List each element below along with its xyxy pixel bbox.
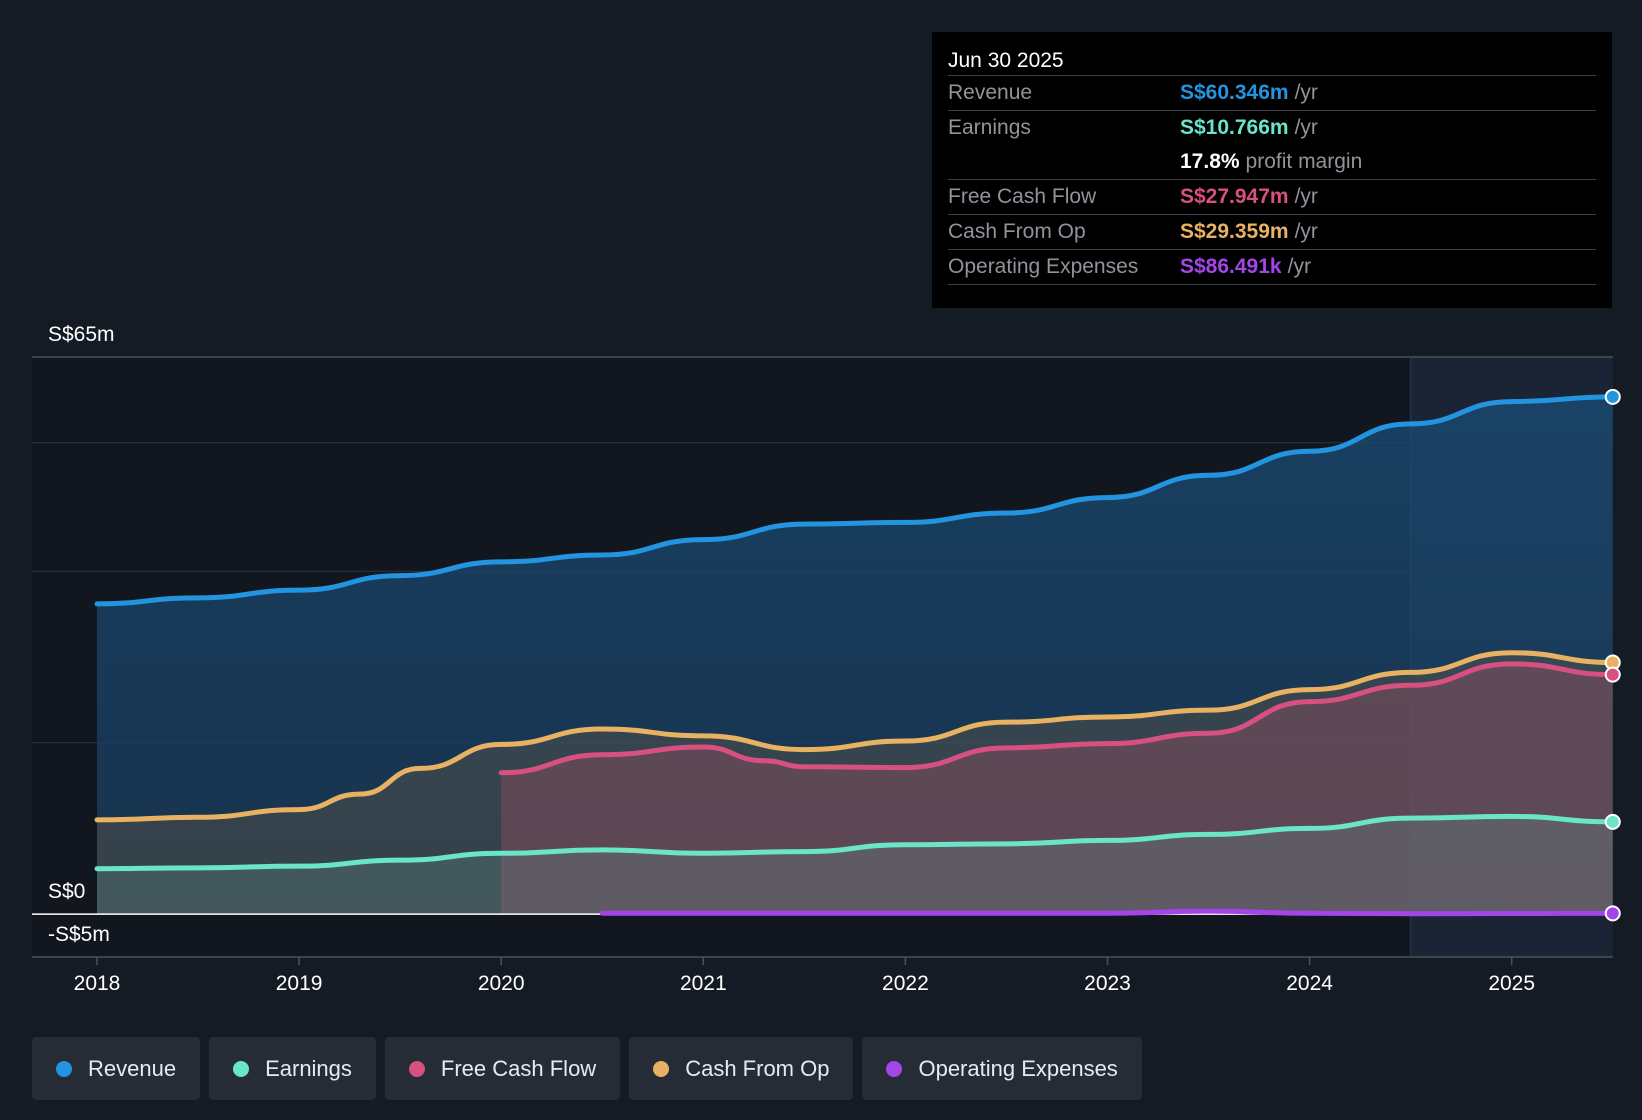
revenue-line	[94, 394, 1616, 607]
tooltip: Jun 30 2025 Revenue S$60.346m /yr Earnin…	[932, 32, 1612, 308]
tooltip-value: S$60.346m	[1180, 81, 1289, 104]
legend-dot-icon	[233, 1060, 250, 1077]
tooltip-unit: /yr	[1294, 185, 1318, 208]
tooltip-value: S$29.359m	[1180, 220, 1289, 243]
tooltip-unit: /yr	[1287, 255, 1311, 278]
operating-expenses-end-marker	[1604, 905, 1621, 922]
tooltip-row-operating-expenses: Operating Expenses S$86.491k /yr	[948, 250, 1596, 285]
legend-label: Cash From Op	[685, 1055, 830, 1081]
tooltip-row-cash-from-op: Cash From Op S$29.359m /yr	[948, 215, 1596, 250]
free-cash-flow-end-marker	[1604, 666, 1621, 683]
legend-label: Revenue	[88, 1055, 177, 1081]
cash-from-op-area	[97, 652, 1613, 915]
x-tick-label: 2020	[478, 972, 525, 995]
tooltip-value: S$27.947m	[1180, 185, 1289, 208]
tooltip-value: S$86.491k	[1180, 255, 1282, 278]
legend: Revenue Earnings Free Cash Flow Cash Fro…	[32, 1037, 1151, 1100]
legend-item-operating-expenses[interactable]: Operating Expenses	[862, 1037, 1142, 1100]
y-tick-label: S$0	[48, 880, 85, 903]
legend-item-cash-from-op[interactable]: Cash From Op	[629, 1037, 854, 1100]
tooltip-label: Operating Expenses	[948, 255, 1139, 278]
x-tick-label: 2021	[680, 972, 727, 995]
tooltip-unit: /yr	[1294, 116, 1318, 139]
revenue-end-marker	[1604, 388, 1621, 405]
x-tick-label: 2025	[1488, 972, 1535, 995]
tooltip-date: Jun 30 2025	[948, 32, 1596, 76]
tooltip-unit: /yr	[1294, 81, 1318, 104]
tooltip-label: Cash From Op	[948, 220, 1086, 243]
tooltip-label: Free Cash Flow	[948, 185, 1097, 208]
legend-item-free-cash-flow[interactable]: Free Cash Flow	[384, 1037, 621, 1100]
x-tick-label: 2022	[882, 972, 929, 995]
cash-from-op-line	[94, 650, 1616, 823]
tooltip-unit: /yr	[1294, 220, 1318, 243]
tooltip-row-revenue: Revenue S$60.346m /yr	[948, 76, 1596, 111]
legend-item-earnings[interactable]: Earnings	[209, 1037, 376, 1100]
x-tick-label: 2024	[1286, 972, 1333, 995]
revenue-area	[97, 396, 1613, 915]
tooltip-label: Earnings	[948, 116, 1031, 139]
legend-dot-icon	[408, 1060, 425, 1077]
free-cash-flow-line	[498, 661, 1616, 776]
tooltip-value: 17.8%	[1180, 150, 1240, 173]
legend-item-revenue[interactable]: Revenue	[32, 1037, 201, 1100]
earnings-end-marker	[1604, 813, 1621, 830]
y-tick-label: S$65m	[48, 323, 115, 346]
legend-label: Free Cash Flow	[440, 1055, 597, 1081]
x-tick-label: 2019	[276, 972, 323, 995]
legend-dot-icon	[653, 1060, 670, 1077]
x-tick-label: 2023	[1084, 972, 1131, 995]
operating-expenses-line	[599, 908, 1616, 917]
legend-label: Earnings	[265, 1055, 352, 1081]
tooltip-value: S$10.766m	[1180, 116, 1289, 139]
legend-label: Operating Expenses	[918, 1055, 1118, 1081]
legend-dot-icon	[886, 1060, 903, 1077]
tooltip-row-earnings: Earnings S$10.766m /yr	[948, 111, 1596, 145]
earnings-line	[94, 813, 1616, 872]
earnings-area	[97, 816, 1613, 915]
tooltip-label: Revenue	[948, 81, 1033, 104]
tooltip-row-free-cash-flow: Free Cash Flow S$27.947m /yr	[948, 180, 1596, 215]
tooltip-unit: profit margin	[1245, 150, 1363, 173]
y-tick-label: -S$5m	[48, 923, 110, 946]
legend-dot-icon	[56, 1060, 72, 1077]
x-tick-label: 2018	[74, 972, 121, 995]
tooltip-row-profit-margin: 17.8% profit margin	[948, 145, 1596, 180]
